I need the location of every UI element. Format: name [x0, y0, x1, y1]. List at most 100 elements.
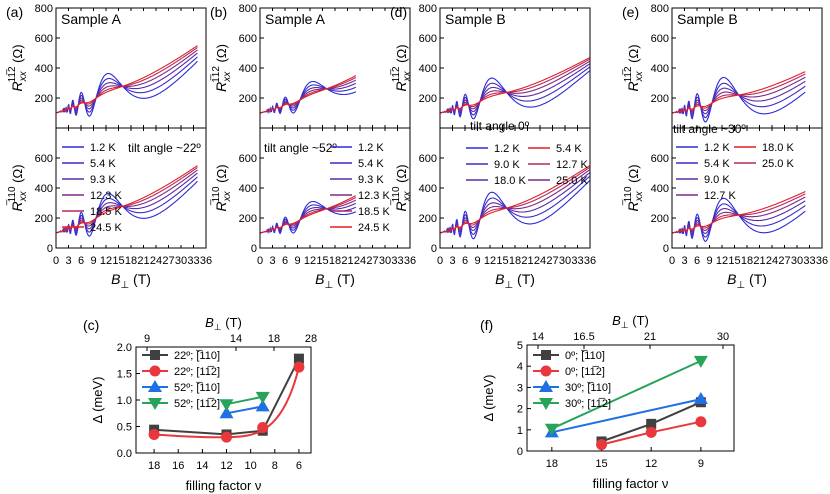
trace-top-5: [260, 75, 357, 114]
y-tick-label: 4: [517, 361, 523, 373]
y-axis-label-bottom: Rxx̅110 (Ω): [390, 164, 413, 211]
legend-entry: 1.2 K: [358, 142, 384, 154]
x-axis-label: B⊥ (T): [315, 271, 355, 291]
trace-bottom-1: [56, 176, 198, 234]
data-point: [293, 353, 304, 364]
superscript: 1̅12: [210, 66, 222, 83]
subscript: ⊥: [120, 280, 129, 291]
data-point: [544, 423, 559, 436]
legend-entry: 12.7 K: [556, 159, 588, 171]
sample-label: Sample A: [265, 11, 326, 27]
y-tick-label: 0: [47, 243, 53, 255]
legend-entry: 0º; [̅110]: [565, 350, 605, 362]
y-tick-label: 600: [239, 33, 257, 45]
superscript: ̅110: [6, 186, 18, 205]
subscript: xx: [18, 190, 29, 202]
y-axis-label-text: Δ (meV): [481, 375, 496, 422]
y-axis-label-bottom: Rxx̅110 (Ω): [210, 164, 233, 211]
legend-entry: 25.0 K: [556, 175, 588, 187]
x-tick-label: 18: [125, 255, 137, 267]
series-line: [226, 405, 263, 415]
symbol: R: [393, 81, 409, 91]
trace-bottom-5: [56, 165, 198, 234]
x-axis-label: filling factor ν: [186, 478, 262, 493]
x-tick-label: 18: [329, 255, 341, 267]
x-tick-label: 36: [584, 255, 596, 267]
legend-entry: 24.5 K: [90, 222, 122, 234]
unit: (Ω): [214, 44, 229, 66]
y-axis-label-top-text: Rxx11̅2 (Ω): [390, 44, 413, 91]
top-x-tick-label: 18: [268, 333, 280, 345]
trace-bottom-3: [440, 169, 590, 234]
annotation: tilt angle ~30º: [673, 122, 746, 136]
legend-marker: [539, 380, 553, 392]
trace-bottom-3: [260, 199, 357, 234]
top-x-tick-label: 14: [230, 333, 242, 345]
data-point: [221, 431, 233, 443]
panel-label: (f): [480, 317, 493, 333]
legend-marker: [540, 365, 552, 377]
unit: (T): [333, 271, 355, 287]
x-tick-label: 15: [316, 255, 328, 267]
trace-top-2: [440, 63, 590, 114]
y-tick-label: 3: [517, 382, 523, 394]
sample-label: Sample B: [445, 11, 506, 27]
y-tick-label: 400: [651, 63, 669, 75]
legend-entry: 52º; [̅110]: [174, 382, 220, 394]
unit: (Ω): [394, 164, 409, 186]
trace-bottom-4: [440, 166, 590, 234]
y-tick-label: 600: [239, 153, 257, 165]
unit: (T): [513, 271, 535, 287]
top-x-tick-label: 9: [144, 333, 150, 345]
trace-bottom-2: [440, 172, 590, 234]
x-tick-label: 27: [546, 255, 558, 267]
trace-bottom-5: [672, 191, 806, 234]
y-tick-label: 0.0: [117, 448, 132, 460]
legend-entry: 9.3 K: [90, 174, 116, 186]
symbol: R: [625, 201, 641, 211]
y-tick-label: 2.0: [117, 342, 132, 354]
x-tick-label: 33: [187, 255, 199, 267]
unit: (T): [629, 313, 649, 328]
y-tick-label: 200: [419, 93, 437, 105]
top-x-tick-label: 28: [305, 333, 317, 345]
data-point: [257, 422, 269, 434]
x-tick-label: 12: [716, 255, 728, 267]
legend-marker: [148, 380, 162, 392]
trace-top-1: [440, 66, 590, 116]
trace-bottom-2: [260, 202, 357, 234]
y-tick-label: 400: [419, 63, 437, 75]
y-tick-label: 400: [35, 63, 53, 75]
trace-bottom-2: [56, 172, 198, 234]
x-tick-label: 15: [112, 255, 124, 267]
subscript: xx: [222, 71, 233, 83]
x-tick-label: 33: [391, 255, 403, 267]
data-point: [693, 355, 708, 368]
y-axis-label-bottom-text: Rxx̅110 (Ω): [390, 164, 413, 211]
y-tick-label: 0: [663, 243, 669, 255]
unit: (Ω): [626, 164, 641, 186]
superscript: 11̅2: [390, 66, 402, 82]
legend-entry: 18.5 K: [90, 206, 122, 218]
y-axis-label: Δ (meV): [481, 375, 496, 422]
annotation: tilt angle ~22º: [128, 141, 201, 155]
y-axis-label-bottom-text: Rxx̅110 (Ω): [622, 164, 645, 211]
panel-label: (a): [6, 4, 23, 20]
symbol: R: [9, 201, 25, 211]
symbol: R: [213, 201, 229, 211]
y-tick-label: 1.5: [117, 369, 132, 381]
x-tick-label: 0: [257, 255, 263, 267]
y-tick-label: 200: [239, 93, 257, 105]
symbol: R: [625, 81, 641, 91]
trace-bottom-0: [56, 180, 198, 237]
x-tick-label: 30: [175, 255, 187, 267]
y-axis-label-top: Rxx11̅2 (Ω): [390, 44, 413, 91]
y-tick-label: 800: [239, 3, 257, 15]
top-x-tick-label: 21: [644, 331, 656, 343]
legend-entry: 0º; [11̅2]: [565, 366, 605, 378]
axes-frame-bottom: [671, 127, 823, 249]
legend-entry: 18.5 K: [358, 206, 390, 218]
subscript: xx: [222, 190, 233, 202]
y-tick-label: 400: [239, 63, 257, 75]
